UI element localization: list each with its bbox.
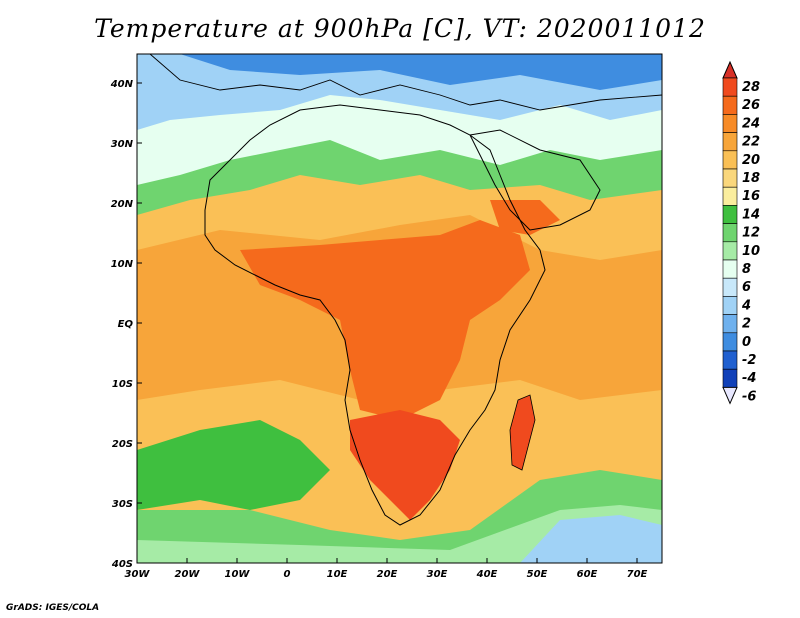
- arabia-hot-zone: [490, 200, 560, 235]
- colorbar-label: 14: [742, 207, 760, 222]
- colorbar-label: 0: [742, 335, 751, 350]
- colorbar-label: 22: [742, 135, 760, 150]
- colorbar-label: 6: [742, 280, 751, 295]
- madagascar: [509, 394, 536, 471]
- colorbar-swatch: [722, 150, 738, 170]
- africa-coastline: [204, 104, 546, 526]
- colorbar-swatch: [722, 241, 738, 261]
- lat-label: 10N: [111, 259, 134, 270]
- colorbar-label: 8: [742, 262, 751, 277]
- south-cold-zone: [520, 515, 662, 563]
- colorbar-label: 18: [742, 171, 760, 186]
- lat-label: 20N: [111, 199, 134, 210]
- colorbar-label: 26: [742, 98, 760, 113]
- colorbar-swatch: [722, 277, 738, 297]
- colorbar-swatch: [722, 95, 738, 115]
- lon-label: 50E: [527, 569, 548, 580]
- lon-label: 70E: [627, 569, 648, 580]
- map-frame: [136, 53, 663, 564]
- colorbar-swatch: [722, 77, 738, 97]
- colorbar-swatch: [722, 332, 738, 352]
- colorbar-label: -4: [742, 371, 756, 386]
- grads-credit: GrADS: IGES/COLA: [6, 603, 100, 613]
- lon-label: 40E: [476, 569, 498, 580]
- colorbar-swatch: [722, 132, 738, 152]
- colorbar-swatch: [722, 186, 738, 206]
- lat-label: 20S: [112, 439, 133, 450]
- latitude-axis: 40N 30N 20N 10N EQ 10S 20S 30S 40S: [110, 79, 142, 570]
- colorbar-label: 24: [742, 116, 760, 131]
- colorbar-label: -2: [742, 353, 756, 368]
- colorbar-top-arrow: [722, 60, 738, 79]
- colorbar-label: -6: [742, 389, 756, 404]
- lon-label: 60E: [577, 569, 598, 580]
- lon-label: 20E: [377, 569, 398, 580]
- colorbar-label: 2: [742, 317, 751, 332]
- colorbar-swatch: [722, 296, 738, 315]
- colorbar-label: 10: [742, 244, 760, 259]
- colorbar-swatch: [722, 114, 738, 133]
- arabia-coastline: [469, 129, 601, 231]
- lat-label: EQ: [118, 319, 134, 330]
- colorbar-swatch: [722, 259, 738, 279]
- temperature-map: [136, 53, 663, 564]
- colorbar-swatch: [722, 314, 738, 334]
- central-africa-hot-zone: [240, 220, 530, 420]
- lon-label: 30W: [125, 569, 151, 580]
- southern-africa-hot-zone: [350, 410, 460, 520]
- colorbar-label: 12: [742, 226, 760, 241]
- europe-coastline: [149, 53, 663, 111]
- colorbar-swatch: [722, 368, 738, 388]
- longitude-axis: 30W 20W 10W 0 10E 20E 30E 40E 50E 60E 70E: [125, 558, 648, 580]
- colorbar-swatch: [722, 350, 738, 370]
- colorbar-swatch: [722, 205, 738, 224]
- lat-label: 30N: [111, 139, 134, 150]
- north-colder-zone: [180, 54, 662, 90]
- colorbar-swatch: [722, 223, 738, 243]
- lat-label: 40N: [110, 79, 134, 90]
- colorbar-swatch: [722, 168, 738, 188]
- map-title: Temperature at 900hPa [C], VT: 202001101…: [94, 14, 706, 43]
- colorbar-label: 16: [742, 189, 760, 204]
- lon-label: 0: [284, 569, 291, 580]
- lon-label: 20W: [175, 569, 201, 580]
- lon-label: 30E: [427, 569, 448, 580]
- lat-label: 30S: [112, 499, 133, 510]
- colorbar-label: 28: [742, 80, 760, 95]
- lat-label: 10S: [112, 379, 133, 390]
- colorbar-label: 4: [741, 298, 751, 313]
- lat-label: 40S: [111, 559, 133, 570]
- lon-label: 10W: [225, 569, 251, 580]
- colorbar-bottom-arrow: [722, 386, 738, 405]
- south-mild-zone: [137, 505, 662, 563]
- lon-label: 10E: [327, 569, 348, 580]
- colorbar-label: 20: [742, 153, 760, 168]
- south-atlantic-green-zone: [137, 420, 330, 510]
